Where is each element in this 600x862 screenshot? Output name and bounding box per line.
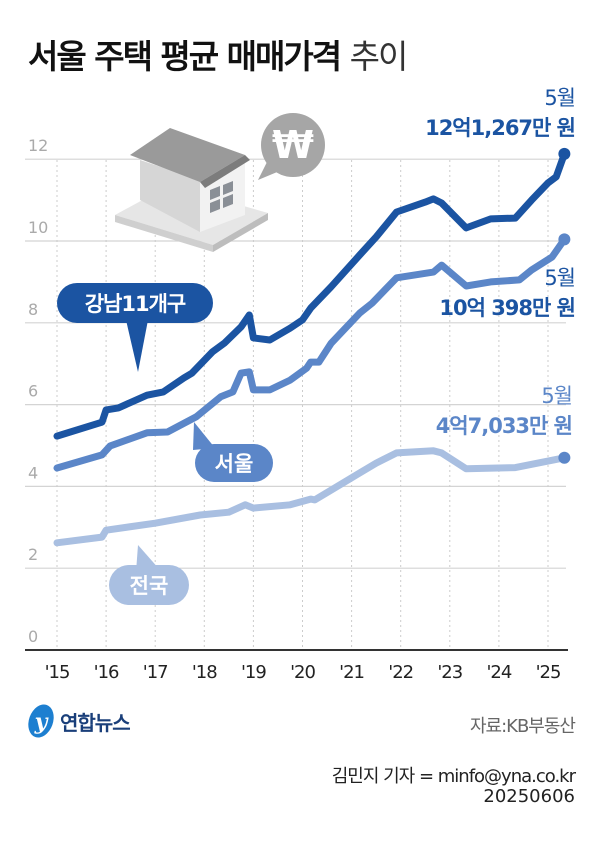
x-tick-label: '25	[536, 662, 561, 683]
svg-text:₩: ₩	[272, 123, 314, 167]
y-tick-label: 0	[28, 627, 38, 646]
x-tick-label: '19	[241, 662, 266, 683]
y-tick-label: 2	[28, 545, 38, 564]
end-label-national: 5월 4억7,033만 원	[435, 380, 573, 440]
yonhap-logo-icon: y	[28, 704, 54, 738]
svg-text:전국: 전국	[130, 574, 169, 598]
y-tick-label: 4	[28, 463, 38, 482]
end-value: 4억7,033만 원	[435, 414, 573, 438]
x-tick-label: '24	[486, 662, 511, 683]
end-month: 5월	[544, 266, 576, 290]
y-tick-label: 12	[28, 136, 48, 155]
won-speech-bubble-icon: ₩	[258, 113, 325, 180]
svg-text:y: y	[34, 709, 50, 735]
title-light: 추이	[349, 37, 409, 76]
end-month: 5월	[544, 86, 576, 110]
y-tick-label: 6	[28, 382, 38, 401]
x-tick-label: '15	[45, 662, 70, 683]
series-line-전국	[53, 447, 568, 547]
date: 20250606	[483, 786, 575, 807]
end-value: 12억1,267만 원	[425, 116, 576, 140]
x-tick-label: '16	[94, 662, 119, 683]
end-label-gangnam: 5월 12억1,267만 원	[425, 82, 576, 142]
end-point-서울	[558, 233, 571, 246]
source: 자료:KB부동산	[469, 716, 576, 737]
series-line-서울	[53, 235, 568, 472]
x-tick-label: '22	[388, 662, 413, 683]
series-line-강남11개구	[53, 150, 568, 440]
label-seoul: 서울	[193, 422, 273, 482]
x-tick-label: '23	[437, 662, 462, 683]
house-icon	[115, 128, 268, 252]
end-month: 5월	[541, 384, 573, 408]
x-tick-label: '17	[143, 662, 168, 683]
byline: 김민지 기자 = minfo@yna.co.kr	[331, 766, 576, 787]
label-gangnam: 강남11개구	[57, 283, 213, 372]
end-point-전국	[558, 451, 571, 464]
page-title: 서울 주택 평균 매매가격 추이	[28, 30, 409, 78]
svg-text:강남11개구: 강남11개구	[85, 292, 186, 316]
y-tick-label: 8	[28, 300, 38, 319]
x-tick-label: '20	[290, 662, 315, 683]
end-value: 10억 398만 원	[439, 296, 576, 320]
x-tick-label: '21	[339, 662, 364, 683]
end-label-seoul: 5월 10억 398만 원	[439, 262, 576, 322]
yonhap-logo: y 연합뉴스	[26, 702, 131, 740]
y-tick-label: 10	[28, 218, 48, 237]
title-bold: 서울 주택 평균 매매가격	[28, 37, 342, 76]
end-point-강남11개구	[558, 147, 571, 160]
logo-text: 연합뉴스	[60, 710, 131, 735]
label-national: 전국	[109, 545, 189, 605]
x-tick-label: '18	[192, 662, 217, 683]
svg-text:서울: 서울	[215, 452, 254, 476]
